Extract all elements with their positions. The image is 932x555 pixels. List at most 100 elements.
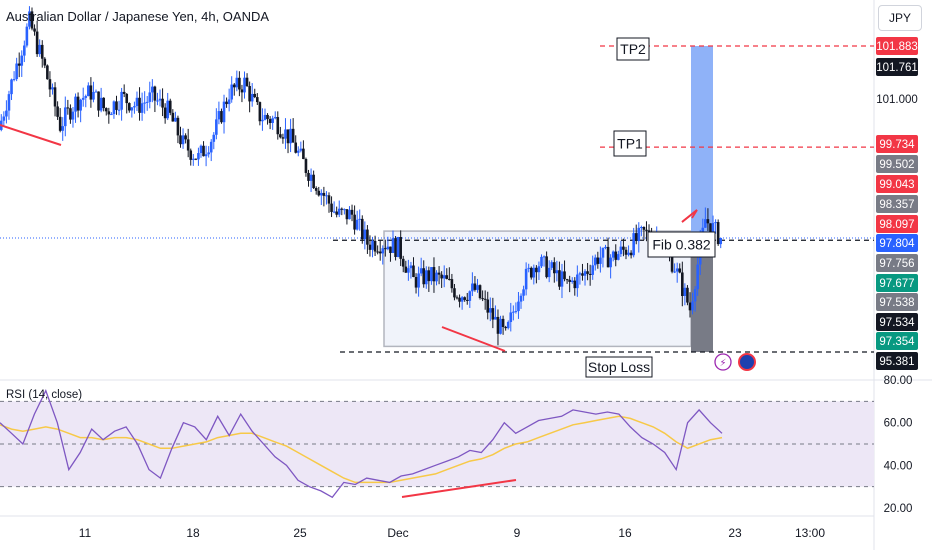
price-axis-tag-4 (876, 155, 918, 173)
candle-body (576, 274, 579, 289)
candle-body (514, 311, 518, 313)
candle-body (593, 257, 597, 266)
candle-body (673, 271, 676, 273)
candle-body (350, 209, 354, 215)
lightning-icon (714, 353, 732, 371)
candle-body (168, 100, 172, 113)
candle-body (430, 267, 433, 282)
candle-body (174, 117, 177, 122)
time-axis-label-0: 11 (79, 526, 92, 540)
candle-body (153, 86, 157, 101)
candle-body (714, 222, 717, 224)
candle-body (348, 209, 351, 220)
candle-body (325, 195, 328, 197)
candle-body (529, 267, 533, 278)
range-box (383, 230, 692, 348)
candle-body (366, 229, 369, 245)
candle-body (43, 58, 47, 66)
candle-body (317, 190, 321, 196)
rsi-axis-label-1: 60.00 (884, 418, 913, 430)
candle-body (624, 249, 628, 255)
fib-label: Fib 0.382 (652, 237, 711, 253)
candle-body (158, 98, 162, 101)
candle-body (232, 84, 236, 88)
candle-body (478, 285, 482, 299)
candle-body (110, 114, 113, 116)
time-axis-label-2: 25 (293, 526, 307, 540)
au-flag-icon (738, 353, 756, 371)
candle-body (440, 274, 443, 279)
candle-body (89, 85, 93, 100)
candle-body (23, 45, 26, 56)
price-axis-label-1: 101.761 (876, 62, 918, 74)
candle-body (176, 117, 180, 136)
candle-body (302, 148, 305, 160)
candle-body (609, 257, 612, 268)
candle-body (266, 114, 269, 119)
price-trendline-left (0, 124, 62, 146)
candle-body (245, 77, 249, 87)
candle-body (709, 223, 712, 235)
candle-body (92, 92, 95, 100)
candle-body (501, 318, 505, 328)
candle-body (568, 279, 571, 282)
candle-body (504, 327, 507, 329)
candle-body (130, 107, 134, 111)
candle-body (48, 79, 52, 90)
candle-body (289, 128, 292, 144)
candle-body (588, 273, 592, 275)
time-axis-label-3: Dec (387, 526, 408, 540)
candle-body (545, 256, 548, 278)
candle-body (517, 301, 520, 312)
candle-body (550, 262, 554, 268)
candle-body (58, 116, 62, 131)
currency-button[interactable]: JPY (878, 5, 922, 31)
candle-body (614, 251, 618, 260)
candle-body (519, 295, 523, 302)
candle-body (570, 280, 574, 282)
candle-body (296, 150, 300, 153)
candle-body (611, 251, 615, 258)
candle-body (637, 227, 641, 242)
candle-body (573, 280, 577, 289)
candle-body (327, 195, 331, 204)
candle-body (560, 271, 564, 287)
candle-body (135, 97, 139, 107)
candle-body (688, 302, 692, 311)
price-axis-label-8: 97.804 (879, 238, 915, 250)
candle-body (706, 219, 710, 224)
candle-body (258, 102, 262, 122)
candle-body (378, 251, 382, 254)
candle-body (87, 85, 90, 97)
candle-body (340, 208, 344, 210)
candle-body (719, 237, 723, 245)
price-axis-label-10: 97.677 (879, 278, 914, 290)
candle-body (368, 244, 372, 250)
candle-body (622, 246, 625, 250)
candle-body (63, 107, 67, 127)
price-axis-label-7: 98.097 (879, 219, 914, 231)
candle-body (358, 218, 362, 220)
price-axis-label-2: 101.000 (876, 94, 918, 106)
candle-body (399, 237, 402, 259)
candle-body (555, 270, 559, 274)
candle-body (463, 297, 466, 300)
candle-body (156, 100, 159, 102)
candle-body (309, 174, 313, 181)
candle-body (363, 229, 367, 240)
candle-body (693, 289, 697, 302)
candle-body (417, 273, 420, 288)
fib-label-box (647, 231, 716, 258)
candle-body (84, 96, 88, 98)
candle-body (138, 97, 141, 113)
price-axis-label-5: 99.043 (879, 179, 914, 191)
candle-body (332, 211, 336, 213)
price-axis-tag-12 (876, 313, 918, 331)
candle-body (35, 31, 39, 55)
candle-body (194, 158, 198, 160)
candle-body (711, 223, 715, 235)
time-axis-label-5: 16 (618, 526, 632, 540)
rsi-axis-label-0: 80.00 (884, 375, 913, 387)
candle-body (343, 209, 346, 211)
